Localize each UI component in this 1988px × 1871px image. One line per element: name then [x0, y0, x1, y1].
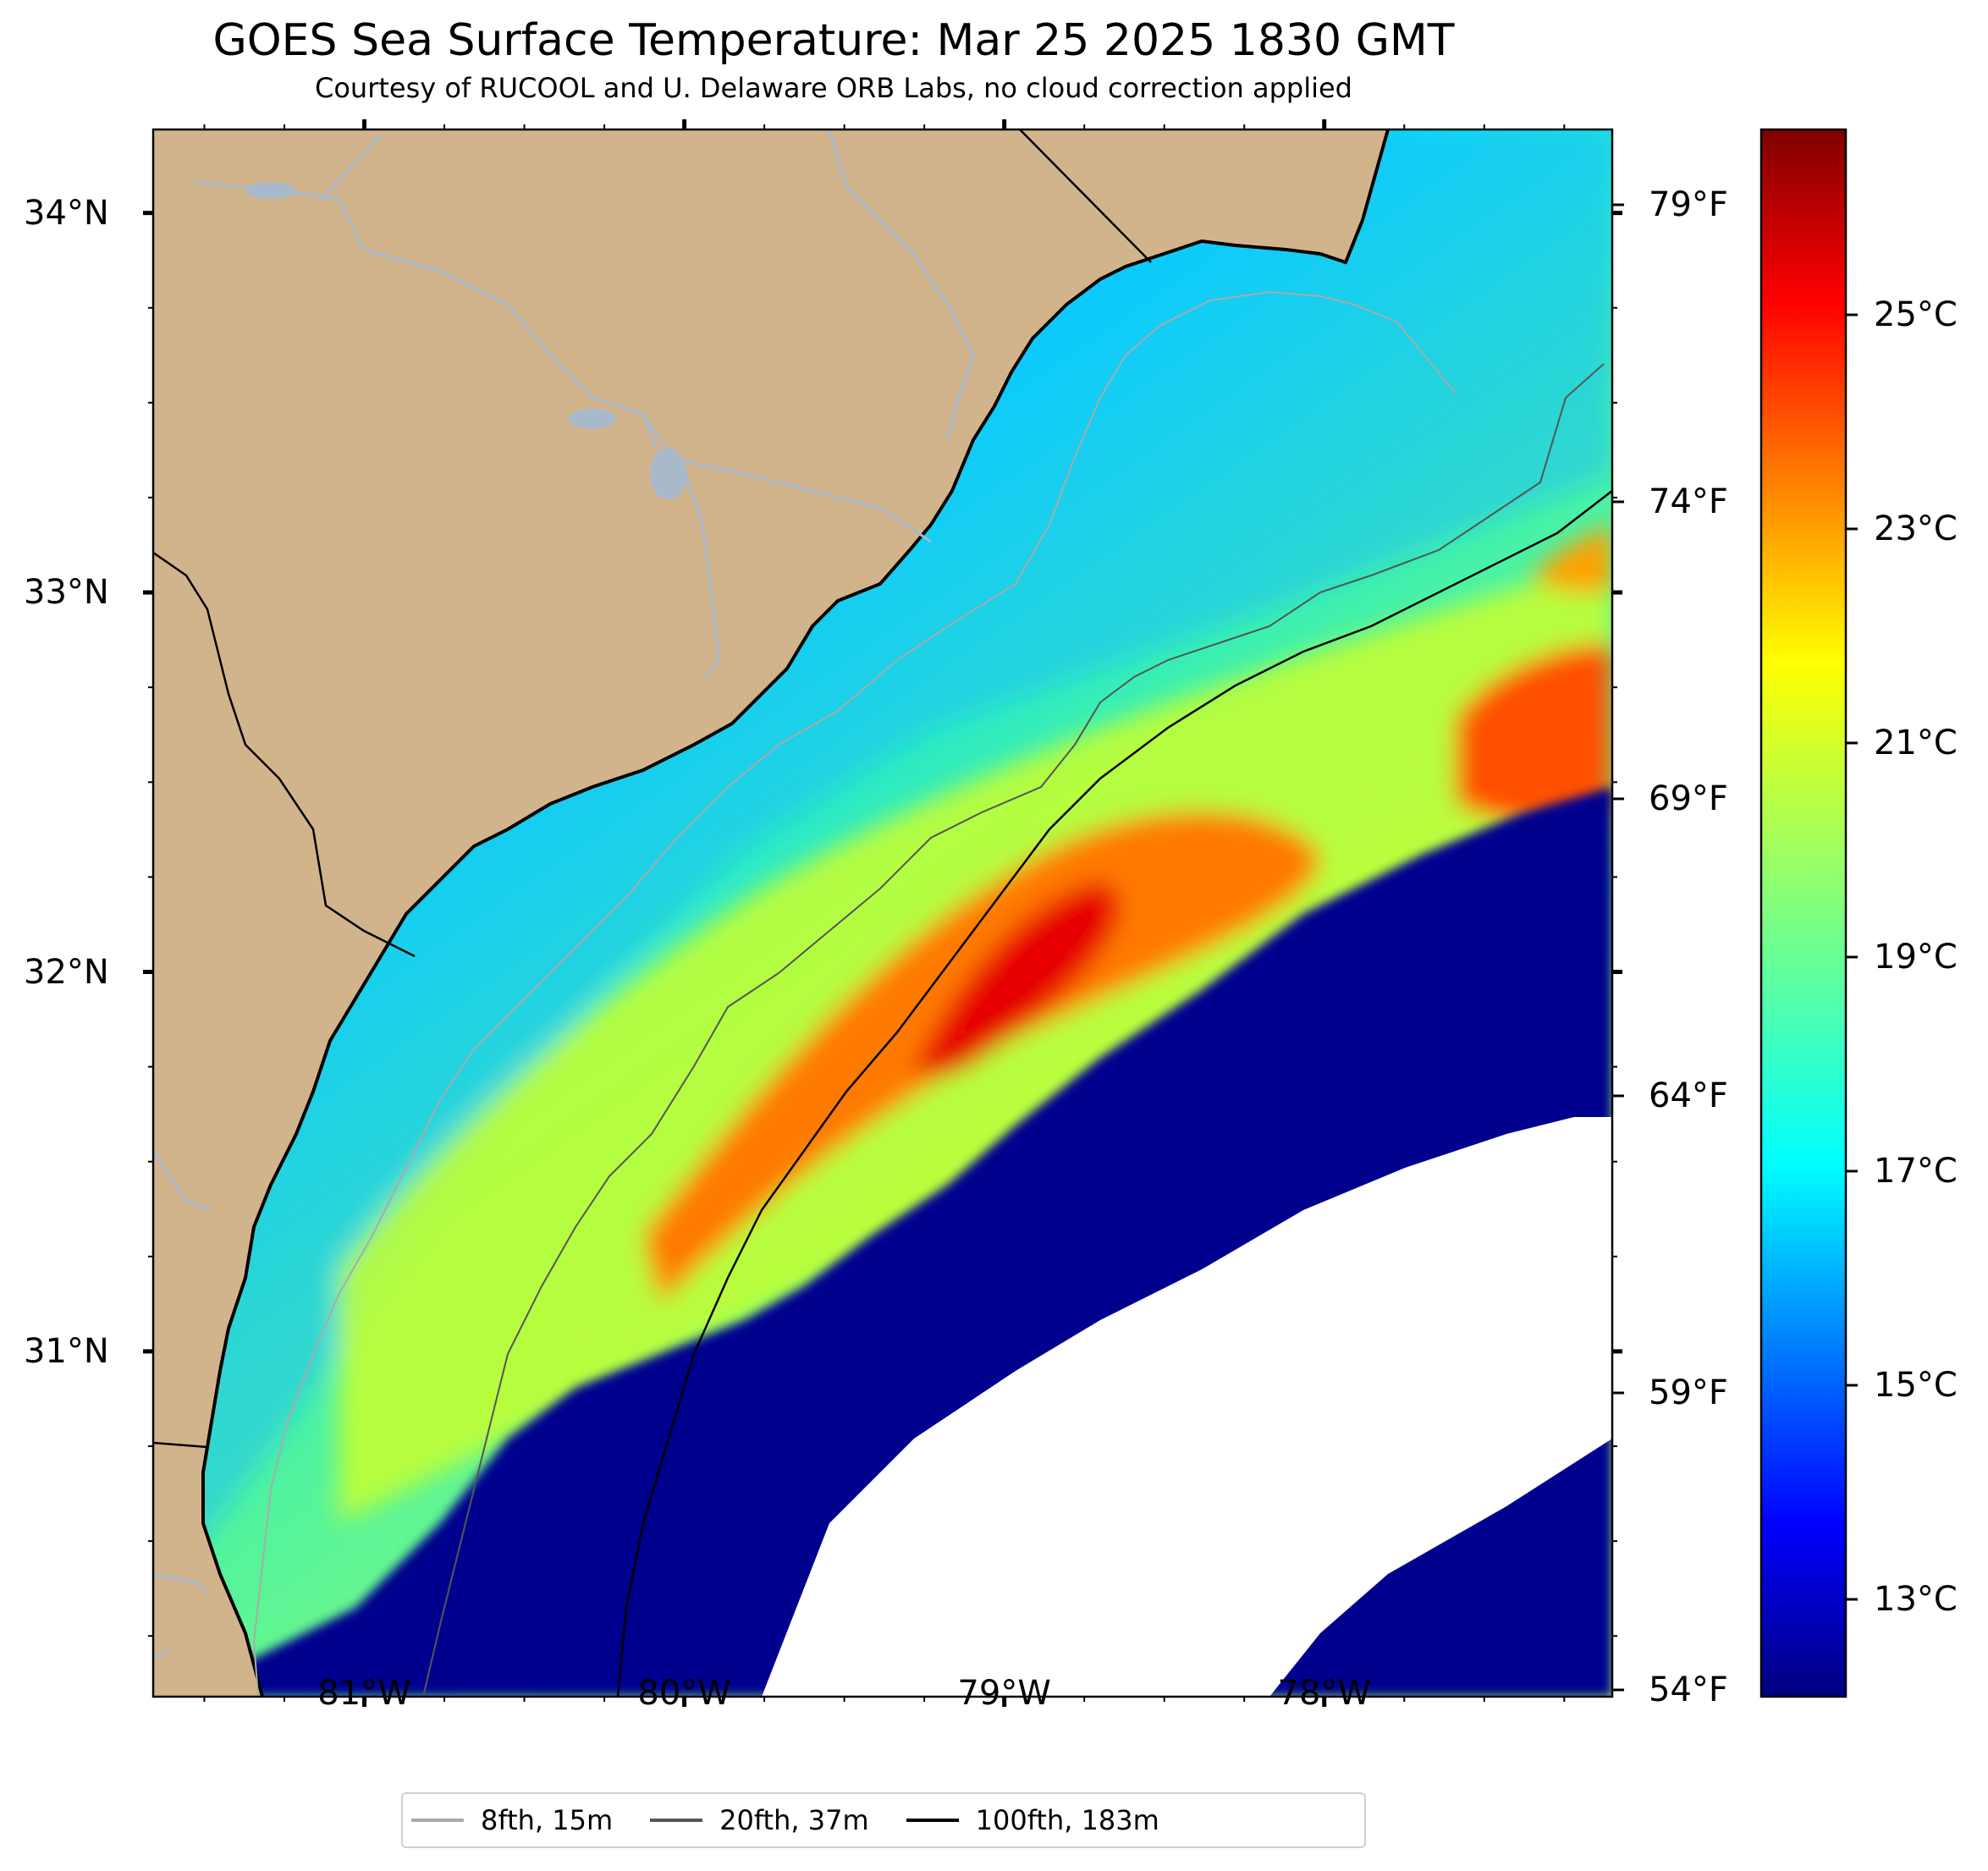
legend-label-20fth: 20fth, 37m [719, 1804, 869, 1836]
contour-8fth [252, 290, 1457, 1697]
fahrenheit-tick-label: 74°F [1649, 482, 1728, 521]
legend-swatch-100fth [906, 1819, 959, 1822]
lat-tick-label: 32°N [24, 952, 109, 992]
lon-tick-label: 80°W [637, 1674, 731, 1713]
fahrenheit-tick-label: 69°F [1649, 779, 1728, 818]
lon-tick-label: 81°W [317, 1674, 411, 1713]
state-borders [153, 129, 1152, 1449]
contour-20fth [422, 363, 1605, 1697]
colorbar-tick-label: 21°C [1874, 724, 1958, 762]
map-frame [151, 128, 1614, 1698]
colorbar-tick-label: 19°C [1874, 938, 1958, 977]
fahrenheit-tick-label: 64°F [1649, 1076, 1728, 1115]
colorbar [1759, 128, 1848, 1698]
colorbar-tick-label: 25°C [1874, 295, 1958, 334]
lon-tick-label: 78°W [1277, 1674, 1371, 1713]
colorbar-tick-label: 13°C [1874, 1580, 1958, 1619]
map-axis-ticks [143, 119, 1624, 1707]
no-data-region [1405, 1269, 1612, 1456]
fahrenheit-tick-label: 59°F [1649, 1373, 1728, 1412]
lat-tick-label: 31°N [24, 1331, 109, 1371]
legend: 8fth, 15m 20fth, 37m 100fth, 183m [401, 1792, 1366, 1848]
bathymetry-contours [252, 290, 1612, 1697]
legend-swatch-20fth [650, 1819, 703, 1822]
legend-label-8fth: 8fth, 15m [481, 1804, 614, 1836]
lakes [245, 182, 687, 499]
rivers [153, 129, 975, 1660]
contour-100fth [616, 490, 1612, 1697]
sst-map [153, 129, 1612, 1697]
chart-subtitle: Courtesy of RUCOOL and U. Delaware ORB L… [315, 72, 1352, 104]
lon-tick-label: 79°W [957, 1674, 1051, 1713]
no-data-region [762, 1117, 1612, 1697]
lat-tick-label: 33°N [24, 573, 109, 613]
colorbar-tick-label: 17°C [1874, 1152, 1958, 1191]
colorbar-tick-label: 15°C [1874, 1366, 1958, 1405]
legend-item-8fth: 8fth, 15m [411, 1804, 613, 1836]
lat-tick-label: 34°N [24, 193, 109, 233]
colorbar-tick-label: 23°C [1874, 509, 1958, 548]
fahrenheit-tick-label: 79°F [1649, 185, 1728, 224]
legend-item-100fth: 100fth, 183m [906, 1804, 1159, 1836]
chart-title: GOES Sea Surface Temperature: Mar 25 202… [212, 15, 1455, 66]
legend-item-20fth: 20fth, 37m [650, 1804, 869, 1836]
fahrenheit-tick-label: 54°F [1649, 1670, 1728, 1709]
colorbar-ticks [1846, 313, 1858, 1601]
legend-swatch-8fth [411, 1819, 464, 1822]
legend-label-100fth: 100fth, 183m [975, 1804, 1159, 1836]
land [153, 129, 1388, 1697]
coastline [201, 129, 1390, 1697]
